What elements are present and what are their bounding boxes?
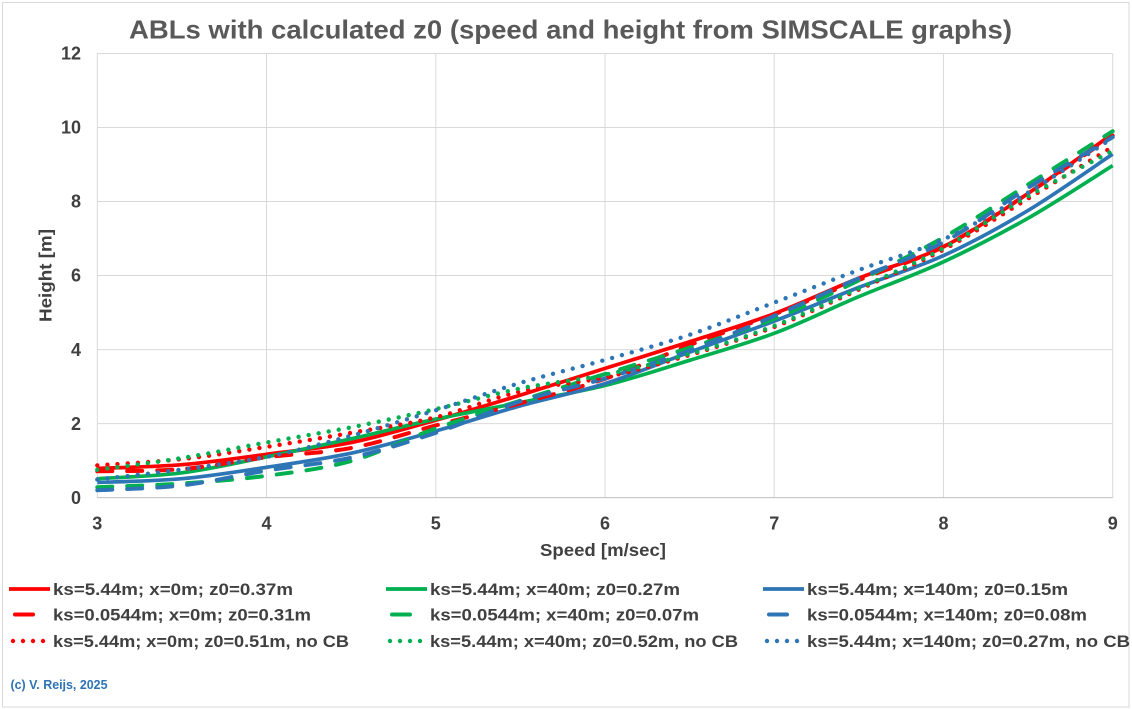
- svg-text:8: 8: [71, 192, 81, 212]
- svg-text:Height [m]: Height [m]: [36, 229, 56, 322]
- svg-text:12: 12: [61, 44, 81, 64]
- svg-text:10: 10: [61, 118, 81, 138]
- svg-text:0: 0: [71, 488, 81, 508]
- svg-text:6: 6: [600, 513, 610, 533]
- svg-text:ABLs with calculated z0 (speed: ABLs with calculated z0 (speed and heigh…: [129, 15, 1012, 45]
- svg-text:5: 5: [431, 513, 441, 533]
- svg-text:2: 2: [71, 414, 81, 434]
- svg-text:4: 4: [261, 513, 271, 533]
- svg-text:9: 9: [1108, 513, 1118, 533]
- svg-text:3: 3: [92, 513, 102, 533]
- svg-text:ks=5.44m; x=0m; z0=0.51m, no C: ks=5.44m; x=0m; z0=0.51m, no CB: [53, 633, 349, 651]
- svg-text:4: 4: [71, 340, 81, 360]
- svg-text:ks=0.0544m; x=40m; z0=0.07m: ks=0.0544m; x=40m; z0=0.07m: [430, 607, 699, 625]
- svg-text:7: 7: [769, 513, 779, 533]
- svg-text:(c) V. Reijs, 2025: (c) V. Reijs, 2025: [11, 677, 108, 692]
- svg-text:6: 6: [71, 266, 81, 286]
- svg-text:ks=5.44m; x=40m; z0=0.27m: ks=5.44m; x=40m; z0=0.27m: [430, 581, 680, 599]
- svg-text:ks=5.44m; x=140m; z0=0.27m, no: ks=5.44m; x=140m; z0=0.27m, no CB: [807, 633, 1130, 651]
- svg-text:ks=5.44m; x=140m; z0=0.15m: ks=5.44m; x=140m; z0=0.15m: [807, 581, 1068, 599]
- svg-text:Speed [m/sec]: Speed [m/sec]: [540, 540, 666, 560]
- svg-text:ks=0.0544m; x=140m; z0=0.08m: ks=0.0544m; x=140m; z0=0.08m: [807, 607, 1087, 625]
- svg-text:8: 8: [938, 513, 948, 533]
- svg-text:ks=5.44m; x=0m; z0=0.37m: ks=5.44m; x=0m; z0=0.37m: [53, 581, 293, 599]
- svg-text:ks=0.0544m; x=0m; z0=0.31m: ks=0.0544m; x=0m; z0=0.31m: [53, 607, 311, 625]
- svg-text:ks=5.44m; x=40m; z0=0.52m, no: ks=5.44m; x=40m; z0=0.52m, no CB: [430, 633, 738, 651]
